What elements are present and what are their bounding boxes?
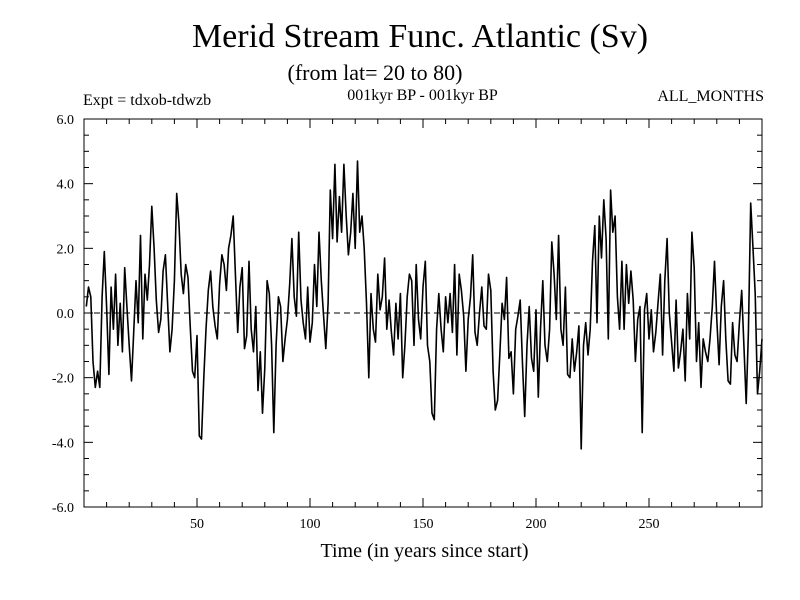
chart-subtitle: (from lat= 20 to 80) [287, 60, 463, 85]
x-tick-label: 50 [190, 517, 204, 532]
x-tick-label: 250 [639, 517, 660, 532]
months-label: ALL_MONTHS [657, 88, 764, 105]
x-axis-label: Time (in years since start) [320, 540, 529, 562]
x-tick-label: 200 [526, 517, 547, 532]
chart-title: Merid Stream Func. Atlantic (Sv) [191, 18, 649, 55]
experiment-label: Expt = tdxob-tdwzb [83, 92, 212, 109]
y-tick-label: 0.0 [57, 307, 75, 322]
y-tick-label: -4.0 [52, 436, 74, 451]
y-tick-label: 2.0 [57, 242, 75, 257]
period-label: 001kyr BP - 001kyr BP [347, 87, 498, 104]
x-tick-label: 150 [413, 517, 434, 532]
y-tick-label: -2.0 [52, 372, 74, 387]
series-line [85, 160, 763, 450]
y-tick-label: 4.0 [57, 178, 75, 193]
x-tick-label: 100 [300, 517, 321, 532]
y-tick-label: 6.0 [57, 113, 75, 128]
y-tick-label: -6.0 [52, 501, 74, 516]
